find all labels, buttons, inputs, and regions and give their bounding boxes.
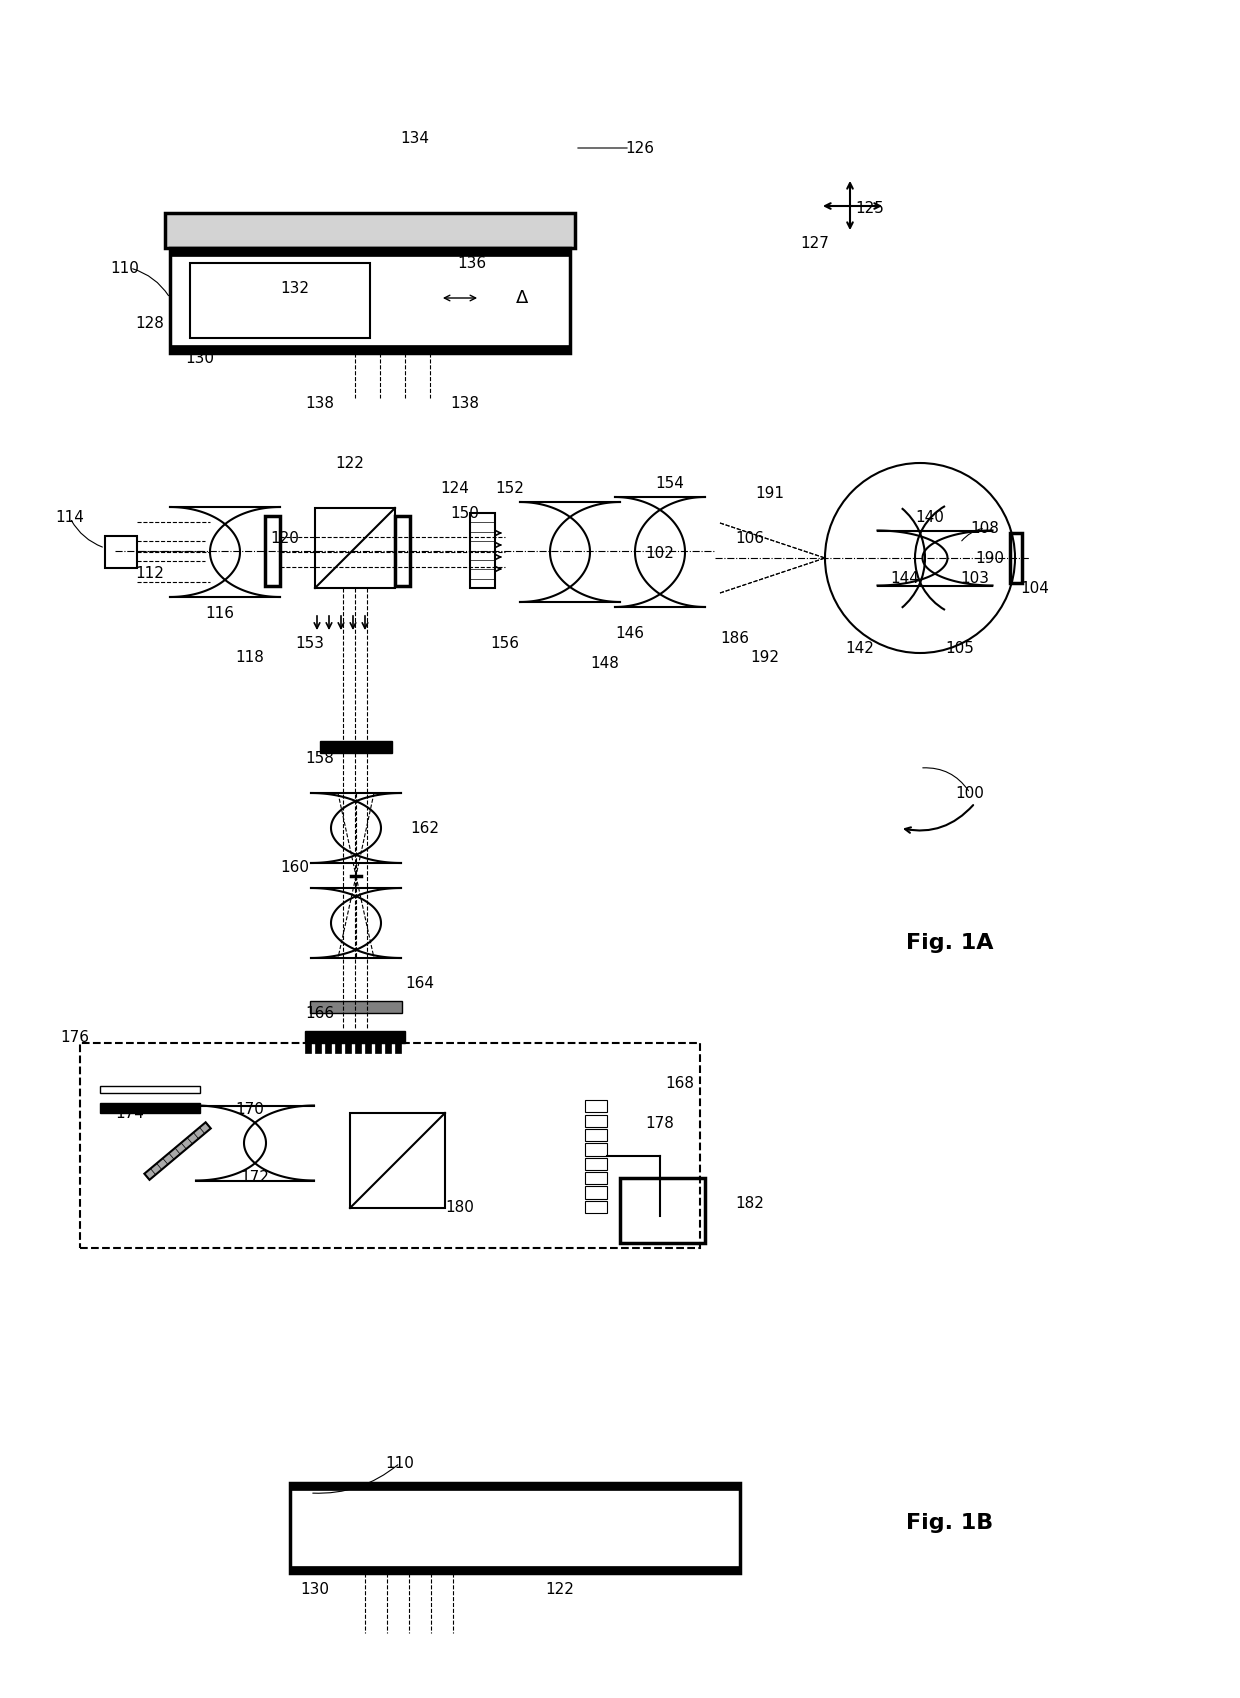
Text: 186: 186 [720, 630, 749, 645]
Bar [105, 537, 136, 569]
Bar [165, 212, 575, 248]
Text: 153: 153 [295, 635, 325, 650]
Text: 138: 138 [305, 396, 335, 411]
Text: 154: 154 [656, 475, 684, 491]
Text: 130: 130 [300, 1583, 330, 1598]
Text: 144: 144 [890, 571, 919, 586]
Text: 108: 108 [971, 521, 999, 535]
Text: 114: 114 [56, 511, 84, 525]
Bar [290, 1566, 740, 1572]
Text: 192: 192 [750, 650, 780, 666]
Bar [384, 1043, 391, 1053]
Bar [585, 1172, 608, 1184]
Bar [100, 1104, 200, 1112]
Text: 156: 156 [491, 635, 520, 650]
Bar [170, 345, 570, 353]
Text: 116: 116 [206, 606, 234, 620]
Text: 182: 182 [735, 1195, 764, 1211]
Bar [365, 1043, 371, 1053]
Text: 180: 180 [445, 1200, 475, 1216]
Bar [470, 513, 495, 588]
Text: 148: 148 [590, 655, 620, 671]
Text: 140: 140 [915, 511, 945, 525]
Bar [620, 1178, 706, 1243]
Text: 104: 104 [1021, 581, 1049, 596]
Bar [315, 508, 396, 588]
Bar [355, 1043, 361, 1053]
Bar [100, 1087, 200, 1094]
Text: 112: 112 [135, 565, 165, 581]
Bar [585, 1143, 608, 1156]
Bar [315, 1043, 321, 1053]
Bar [585, 1200, 608, 1212]
Text: 172: 172 [241, 1170, 269, 1185]
Bar [305, 1043, 311, 1053]
Bar [325, 1043, 331, 1053]
Text: 126: 126 [625, 141, 655, 156]
Text: 150: 150 [450, 506, 480, 521]
Bar [585, 1129, 608, 1141]
Text: 120: 120 [270, 530, 299, 545]
Text: 105: 105 [946, 640, 975, 655]
Text: 168: 168 [666, 1075, 694, 1090]
Text: 122: 122 [336, 455, 365, 470]
Text: 174: 174 [115, 1105, 144, 1121]
Bar [585, 1100, 608, 1112]
Text: 166: 166 [305, 1005, 335, 1020]
Polygon shape [144, 1122, 211, 1180]
Bar [374, 1043, 381, 1053]
Bar [290, 1482, 740, 1572]
Bar [170, 248, 570, 353]
Text: 128: 128 [135, 316, 165, 331]
Text: 124: 124 [440, 481, 470, 496]
Text: 103: 103 [961, 571, 990, 586]
Bar [585, 1158, 608, 1170]
Text: 102: 102 [646, 545, 675, 560]
Text: 170: 170 [236, 1102, 264, 1117]
Text: 136: 136 [458, 255, 486, 270]
Text: Fig. 1B: Fig. 1B [906, 1513, 993, 1533]
Text: 130: 130 [186, 350, 215, 365]
Text: 106: 106 [735, 530, 765, 545]
Text: 164: 164 [405, 975, 434, 990]
Bar [335, 1043, 341, 1053]
Text: 132: 132 [280, 280, 310, 295]
Bar [170, 248, 570, 256]
Text: 162: 162 [410, 820, 439, 835]
Text: 138: 138 [450, 396, 480, 411]
Text: 100: 100 [956, 786, 985, 800]
Bar [350, 1112, 445, 1207]
Text: 125: 125 [856, 200, 884, 216]
Bar [585, 1187, 608, 1199]
Text: 142: 142 [846, 640, 874, 655]
Text: 118: 118 [236, 650, 264, 666]
Text: 127: 127 [801, 236, 830, 251]
Text: Fig. 1A: Fig. 1A [906, 932, 993, 953]
Text: 122: 122 [546, 1583, 574, 1598]
Bar [1011, 533, 1022, 582]
Bar [305, 1031, 405, 1043]
Text: 176: 176 [61, 1031, 89, 1046]
Bar [396, 516, 410, 586]
Bar [585, 1114, 608, 1127]
Bar [265, 516, 280, 586]
Text: 191: 191 [755, 486, 785, 501]
Text: 160: 160 [280, 861, 310, 876]
Text: 134: 134 [401, 131, 429, 146]
Bar [396, 1043, 401, 1053]
Text: $\Delta$: $\Delta$ [515, 289, 529, 307]
Text: 110: 110 [386, 1455, 414, 1470]
Text: 178: 178 [646, 1116, 675, 1131]
Bar [310, 1002, 402, 1014]
Text: 110: 110 [110, 260, 139, 275]
Text: 146: 146 [615, 625, 645, 640]
Text: 190: 190 [976, 550, 1004, 565]
Bar [190, 263, 370, 338]
Bar [345, 1043, 351, 1053]
Bar [81, 1043, 701, 1248]
Text: 158: 158 [305, 751, 335, 766]
Bar [290, 1482, 740, 1491]
Bar [320, 740, 392, 752]
Text: 152: 152 [496, 481, 525, 496]
